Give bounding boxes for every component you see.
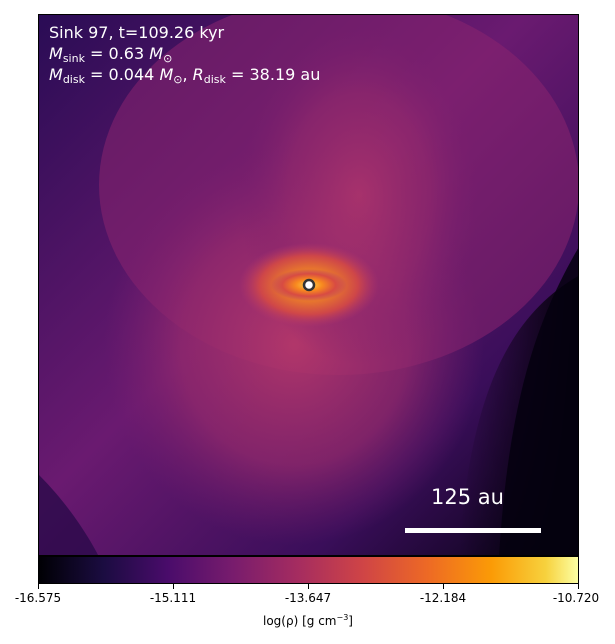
sink-info-line: Sink 97, t=109.26 kyr — [49, 23, 225, 42]
colorbar-label-prefix: log(ρ) [g cm — [263, 614, 337, 628]
colorbar-tick-label: -12.184 — [419, 591, 467, 605]
scalebar-label: 125 au — [431, 485, 504, 509]
colorbar-tick — [443, 584, 444, 589]
colorbar-tick — [308, 584, 309, 589]
disk-mass-value: = 0.044 — [90, 65, 155, 84]
density-map-image — [39, 15, 578, 555]
disk-info-line: Mdisk = 0.044 M⊙, Rdisk = 38.19 au — [49, 65, 321, 86]
colorbar — [38, 556, 579, 584]
sink-mass-value: = 0.63 — [90, 44, 145, 63]
colorbar-tick-label: -13.647 — [284, 591, 332, 605]
colorbar-tick-label: -10.720 — [552, 591, 600, 605]
colorbar-tick — [173, 584, 174, 589]
colorbar-tick — [578, 584, 579, 589]
colorbar-tick — [38, 584, 39, 589]
sink-marker — [302, 278, 316, 292]
sink-mass-line: Msink = 0.63 M⊙ — [49, 44, 173, 65]
density-map-panel: Sink 97, t=109.26 kyr Msink = 0.63 M⊙ Md… — [38, 14, 579, 556]
disk-radius-value: = 38.19 au — [231, 65, 321, 84]
scalebar — [405, 528, 541, 533]
colorbar-label-suffix: ] — [348, 614, 353, 628]
colorbar-label-exponent: −3 — [336, 613, 349, 622]
colorbar-tick-label: -15.111 — [149, 591, 197, 605]
colorbar-label: log(ρ) [g cm−3] — [263, 613, 353, 628]
colorbar-tick-label: -16.575 — [14, 591, 62, 605]
